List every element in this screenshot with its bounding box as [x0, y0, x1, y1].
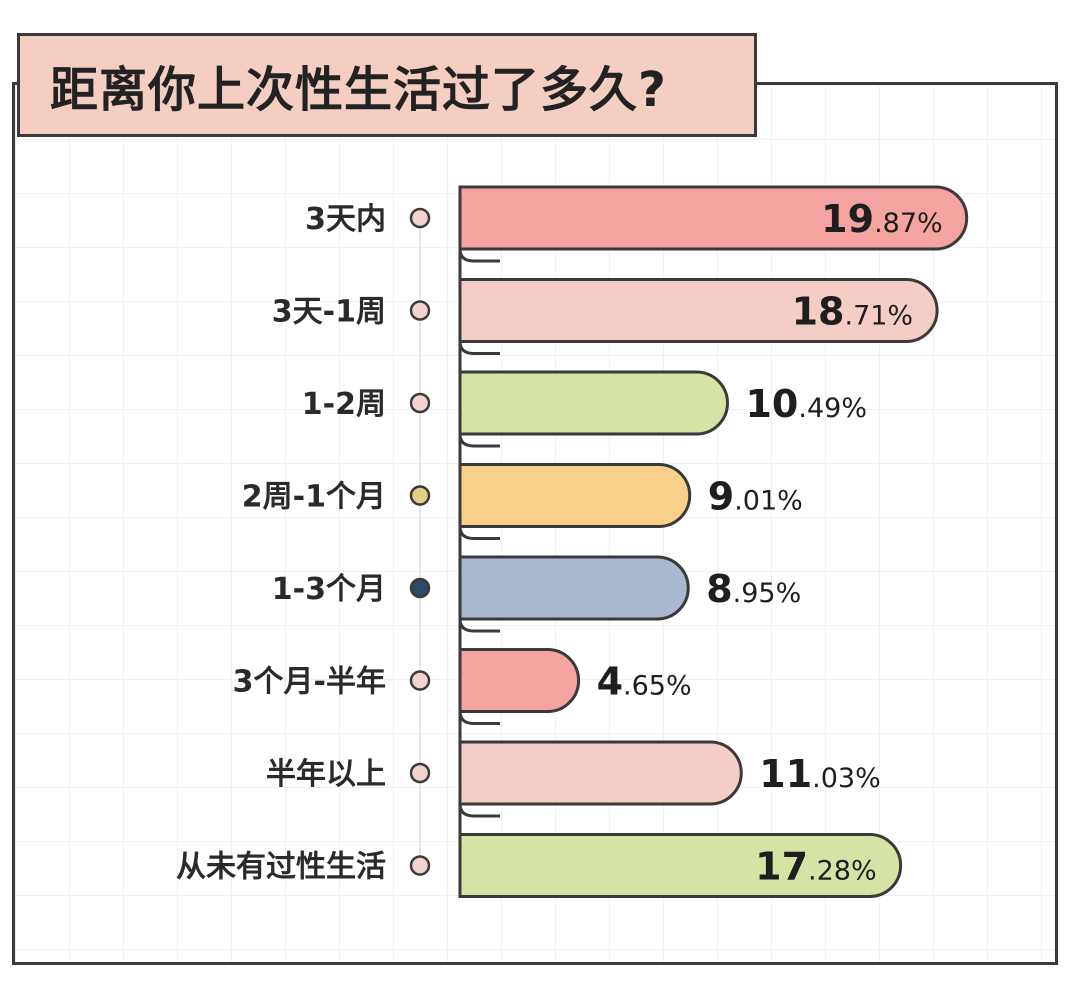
- chart-title: 距离你上次性生活过了多久?: [50, 62, 667, 118]
- bar-8: [458, 833, 903, 898]
- category-label: 3天-1周: [272, 295, 386, 330]
- category-label: 2周-1个月: [242, 480, 386, 515]
- bar-connector: [458, 526, 500, 540]
- value-label: 8.95%: [706, 567, 801, 611]
- bullet-dot: [409, 670, 431, 691]
- bar-connector: [458, 248, 500, 263]
- category-label: 3个月-半年: [233, 665, 386, 700]
- bar-connector: [458, 618, 500, 633]
- bar-connector: [458, 433, 500, 448]
- value-label: 11.03%: [759, 752, 881, 796]
- bar-4: [458, 463, 692, 528]
- bar-1: [458, 185, 969, 251]
- value-label: 19.87%: [821, 197, 943, 241]
- chart-title-box: 距离你上次性生活过了多久?: [17, 33, 757, 137]
- bar-connector: [458, 803, 500, 818]
- category-label: 3天内: [305, 202, 386, 237]
- bar-5: [458, 555, 690, 621]
- bar-6: [458, 648, 580, 713]
- category-label: 从未有过性生活: [176, 850, 386, 885]
- bullet-dot: [409, 855, 431, 876]
- category-label: 半年以上: [266, 757, 386, 792]
- bullet-dot: [409, 762, 431, 784]
- bar-7: [458, 740, 743, 806]
- value-label: 17.28%: [755, 845, 877, 889]
- bar-connector: [458, 711, 500, 725]
- category-label: 1-2周: [302, 387, 386, 422]
- bullet-dot: [409, 207, 431, 229]
- category-label: 1-3个月: [272, 572, 386, 607]
- bullet-dot: [409, 300, 431, 321]
- value-label: 4.65%: [597, 660, 692, 704]
- value-label: 9.01%: [708, 475, 803, 519]
- bar-3: [458, 370, 729, 436]
- bullet-dot: [409, 485, 431, 506]
- bar-2: [458, 278, 939, 343]
- value-label: 10.49%: [745, 382, 867, 426]
- bullet-dot: [409, 577, 431, 599]
- value-label: 18.71%: [792, 290, 914, 334]
- bullet-dot: [409, 392, 431, 414]
- bar-connector: [458, 341, 500, 355]
